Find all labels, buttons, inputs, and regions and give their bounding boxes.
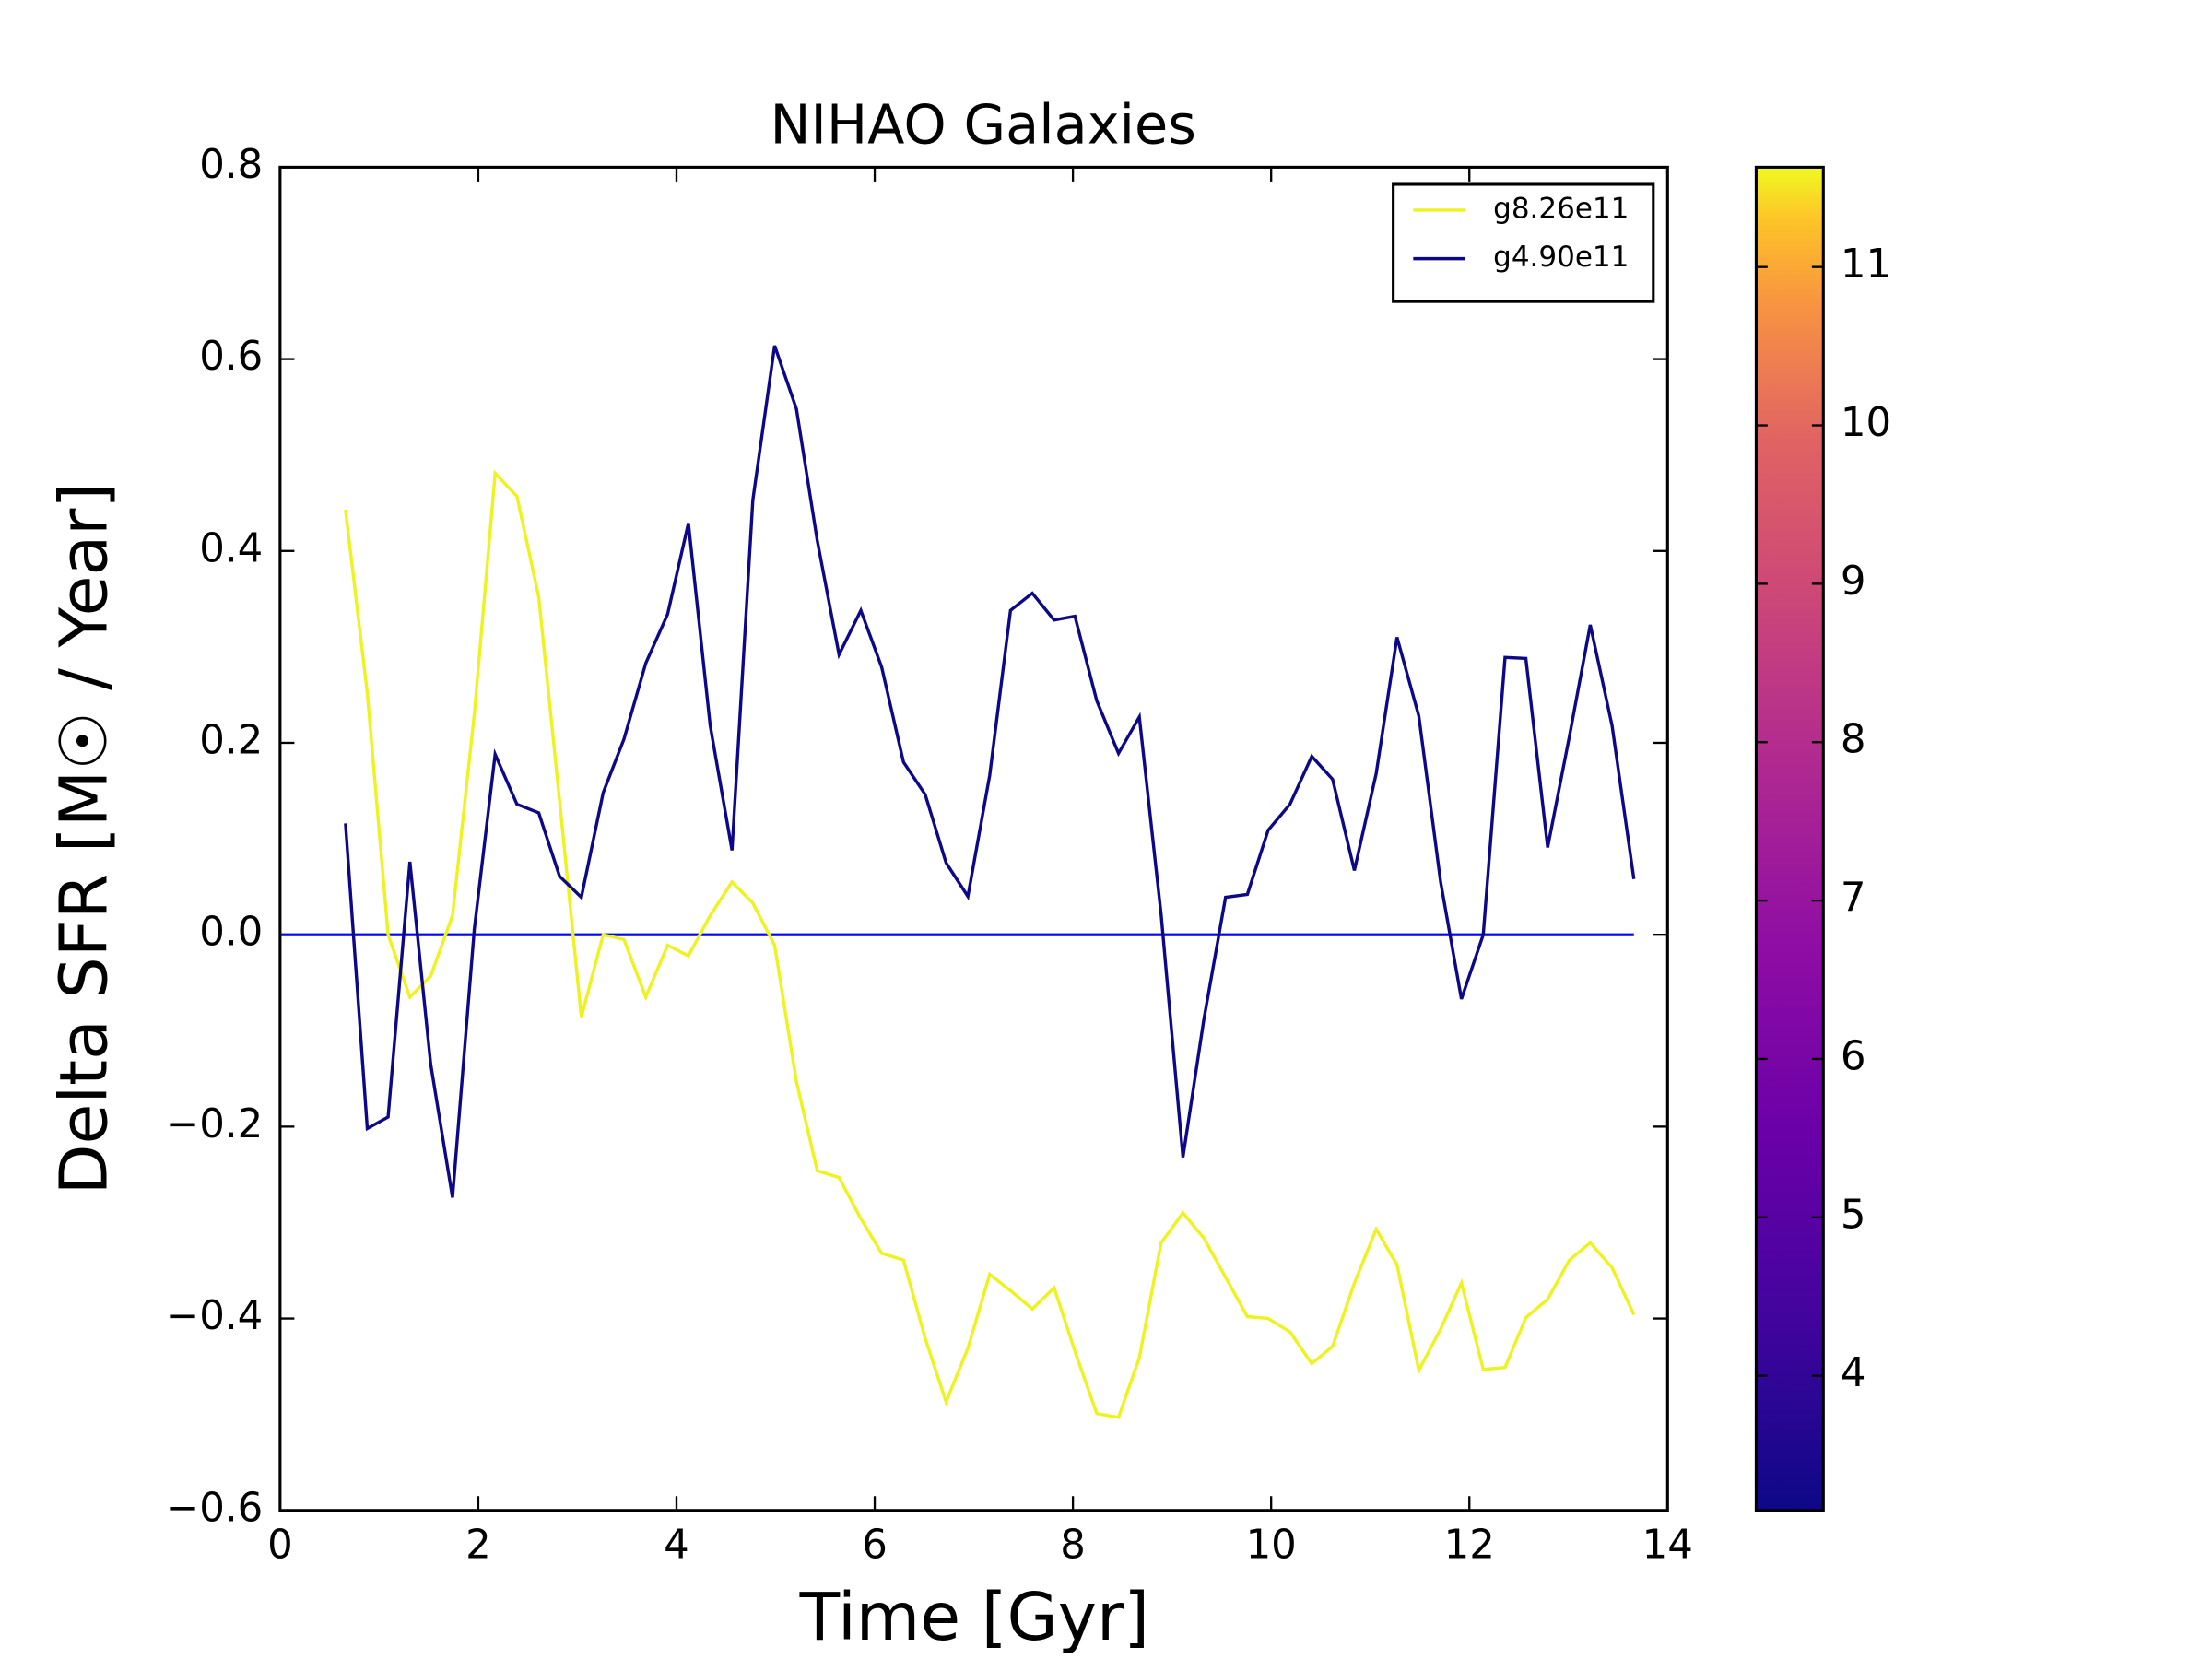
x-tick-label: 8 xyxy=(1060,1523,1086,1569)
colorbar-tick-label: 5 xyxy=(1841,1192,1866,1238)
x-tick-label: 14 xyxy=(1642,1523,1693,1569)
legend-label: g8.26e11 xyxy=(1493,192,1629,225)
colorbar-tick-label: 4 xyxy=(1841,1350,1866,1396)
colorbar-tick-label: 9 xyxy=(1841,559,1866,605)
colorbar-tick-label: 8 xyxy=(1841,717,1866,763)
colorbar-tick-label: 11 xyxy=(1841,241,1891,288)
colorbar xyxy=(1754,165,1825,1512)
x-tick-label: 4 xyxy=(664,1523,689,1569)
series-line xyxy=(344,469,1636,1419)
colorbar-tick-label: 7 xyxy=(1841,876,1866,922)
colorbar-tick-label: 6 xyxy=(1841,1033,1866,1079)
chart-title: NIHAO Galaxies xyxy=(770,93,1195,157)
y-tick-label: 0.4 xyxy=(199,525,263,571)
x-tick-label: 2 xyxy=(465,1523,491,1569)
y-tick-label: 0.8 xyxy=(199,142,263,188)
x-axis-label: Time [Gyr] xyxy=(799,1579,1150,1655)
series-line xyxy=(344,345,1636,1198)
legend-label: g4.90e11 xyxy=(1493,241,1629,274)
x-tick-label: 12 xyxy=(1444,1523,1495,1569)
x-tick-label: 6 xyxy=(862,1523,888,1569)
colorbar-tick-label: 10 xyxy=(1841,400,1891,446)
y-tick-label: −0.2 xyxy=(166,1101,263,1147)
plot-frame xyxy=(278,165,1669,1512)
legend-box xyxy=(1392,182,1655,303)
y-tick-label: 0.6 xyxy=(199,334,263,380)
y-tick-label: −0.4 xyxy=(166,1293,263,1339)
y-tick-label: 0.0 xyxy=(199,910,263,956)
x-tick-label: 0 xyxy=(267,1523,293,1569)
y-axis-label: Delta SFR [M☉ / Year] xyxy=(46,483,123,1195)
y-tick-label: 0.2 xyxy=(199,717,263,763)
x-tick-label: 10 xyxy=(1246,1523,1297,1569)
y-tick-label: −0.6 xyxy=(166,1485,263,1531)
